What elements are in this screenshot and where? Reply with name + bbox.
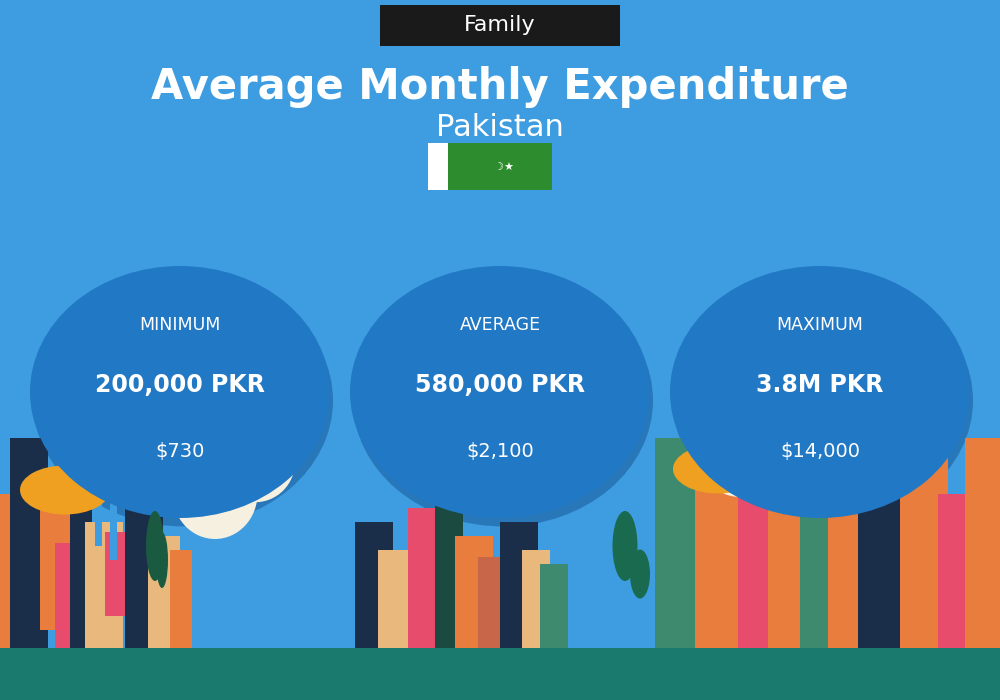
Bar <box>435 494 463 648</box>
Ellipse shape <box>698 406 782 497</box>
Bar <box>170 550 192 648</box>
Bar <box>522 550 550 648</box>
Bar <box>378 550 426 648</box>
Bar <box>110 483 117 560</box>
Ellipse shape <box>146 511 164 581</box>
Bar <box>655 438 703 648</box>
Bar <box>448 143 552 190</box>
Bar <box>540 564 568 648</box>
Bar <box>148 536 180 648</box>
Bar <box>500 522 538 648</box>
Text: 580,000 PKR: 580,000 PKR <box>415 373 585 397</box>
Ellipse shape <box>30 266 330 518</box>
Bar <box>355 522 393 648</box>
FancyBboxPatch shape <box>380 5 620 46</box>
Bar <box>408 508 446 648</box>
Bar <box>428 143 448 190</box>
Ellipse shape <box>215 421 295 503</box>
Text: AVERAGE: AVERAGE <box>459 316 541 335</box>
Bar <box>105 532 133 616</box>
Text: MAXIMUM: MAXIMUM <box>777 316 863 335</box>
Ellipse shape <box>173 448 258 539</box>
Ellipse shape <box>20 466 110 514</box>
Ellipse shape <box>33 274 333 526</box>
Bar <box>40 490 70 630</box>
Bar <box>0 648 1000 700</box>
Bar <box>938 494 970 648</box>
Text: $14,000: $14,000 <box>780 442 860 461</box>
Ellipse shape <box>673 444 763 493</box>
Ellipse shape <box>353 274 653 526</box>
Text: Pakistan: Pakistan <box>436 113 564 142</box>
Text: 200,000 PKR: 200,000 PKR <box>95 373 265 397</box>
Ellipse shape <box>670 266 970 518</box>
Ellipse shape <box>350 266 650 518</box>
Bar <box>70 466 92 648</box>
Ellipse shape <box>630 550 650 598</box>
Bar <box>738 402 776 648</box>
Bar <box>768 368 816 648</box>
Bar <box>828 438 870 648</box>
Text: 3.8M PKR: 3.8M PKR <box>756 373 884 397</box>
Bar <box>965 438 1000 648</box>
Ellipse shape <box>673 274 973 526</box>
Text: MINIMUM: MINIMUM <box>139 316 221 335</box>
Text: $2,100: $2,100 <box>466 442 534 461</box>
Bar <box>10 438 48 648</box>
Bar <box>455 536 493 648</box>
Bar <box>800 382 838 648</box>
Text: $730: $730 <box>155 442 205 461</box>
Ellipse shape <box>156 532 168 588</box>
Ellipse shape <box>612 511 638 581</box>
Text: ☽★: ☽★ <box>494 162 514 172</box>
Bar <box>478 556 510 648</box>
Text: Family: Family <box>464 15 536 35</box>
Bar <box>900 452 948 648</box>
Ellipse shape <box>744 379 826 461</box>
Bar <box>55 542 83 648</box>
Bar <box>858 402 910 648</box>
Text: Average Monthly Expenditure: Average Monthly Expenditure <box>151 66 849 108</box>
Bar <box>0 494 45 648</box>
Bar <box>95 455 102 546</box>
Bar <box>125 494 163 648</box>
Bar <box>85 522 123 648</box>
Bar <box>695 424 753 648</box>
